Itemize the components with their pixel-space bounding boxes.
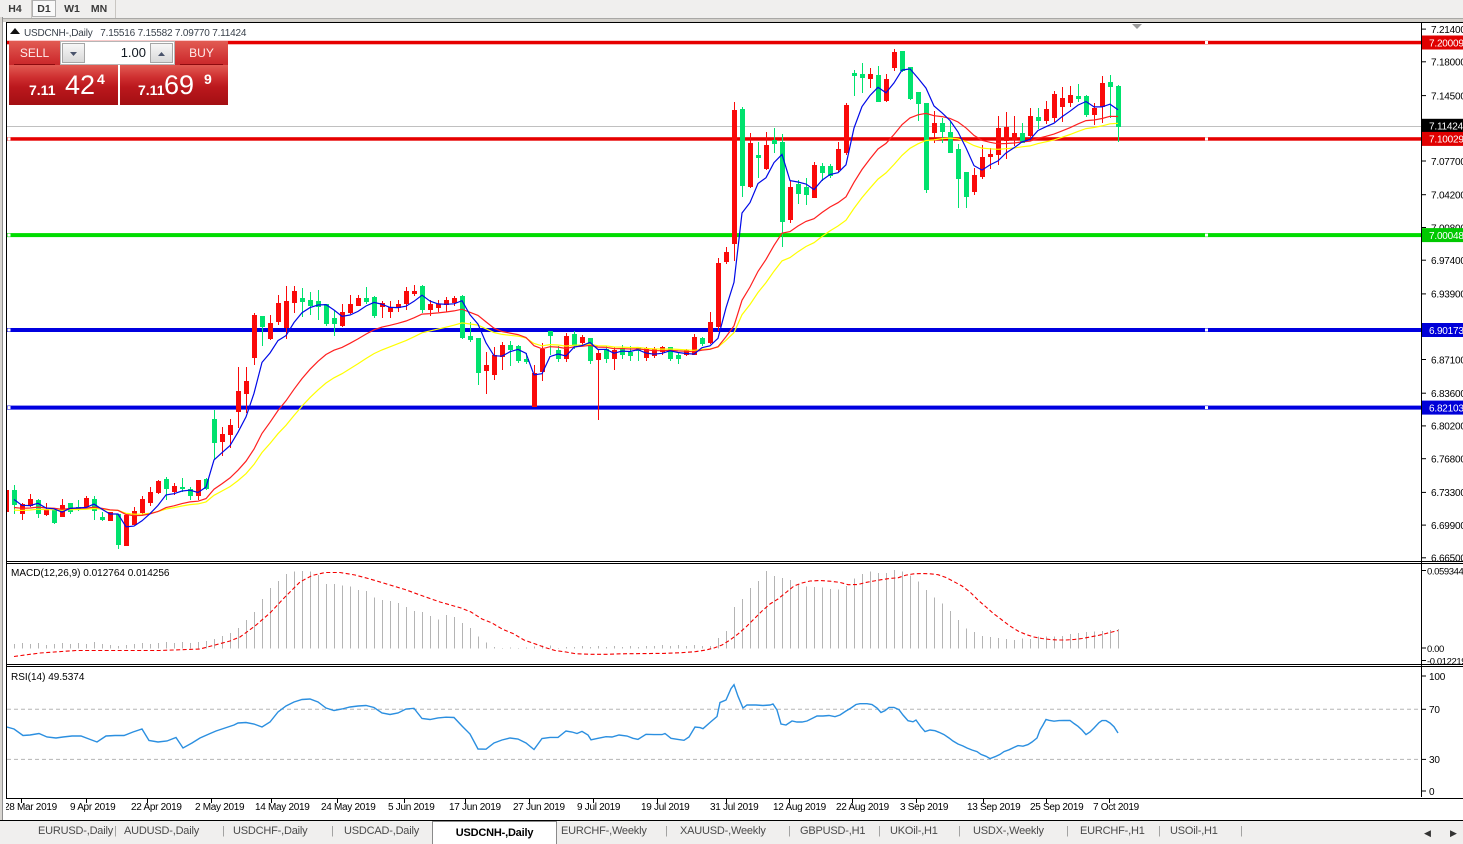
svg-text:70: 70 [1429, 705, 1440, 716]
svg-text:25 Sep 2019: 25 Sep 2019 [1030, 802, 1084, 813]
svg-text:0.00: 0.00 [1427, 644, 1444, 655]
svg-text:17 Jun 2019: 17 Jun 2019 [449, 802, 501, 813]
svg-text:7.07700: 7.07700 [1431, 157, 1463, 168]
svg-text:31 Jul 2019: 31 Jul 2019 [710, 802, 759, 813]
svg-text:7 Oct 2019: 7 Oct 2019 [1093, 802, 1140, 813]
svg-text:6.83600: 6.83600 [1431, 389, 1463, 400]
svg-text:9 Jul 2019: 9 Jul 2019 [577, 802, 621, 813]
svg-text:5 Jun 2019: 5 Jun 2019 [388, 802, 435, 813]
svg-text:24 May 2019: 24 May 2019 [321, 802, 376, 813]
svg-text:6.97400: 6.97400 [1431, 256, 1463, 267]
svg-text:7.10029: 7.10029 [1429, 135, 1463, 146]
svg-text:7.00048: 7.00048 [1429, 231, 1463, 242]
svg-text:22 Aug 2019: 22 Aug 2019 [836, 802, 890, 813]
svg-text:6.80200: 6.80200 [1431, 422, 1463, 433]
svg-text:27 Jun 2019: 27 Jun 2019 [513, 802, 565, 813]
svg-text:3 Sep 2019: 3 Sep 2019 [900, 802, 949, 813]
svg-text:6.73300: 6.73300 [1431, 488, 1463, 499]
svg-text:6.66500: 6.66500 [1431, 554, 1463, 565]
svg-text:12 Aug 2019: 12 Aug 2019 [773, 802, 827, 813]
svg-text:6.93900: 6.93900 [1431, 290, 1463, 301]
svg-text:7.11424: 7.11424 [1429, 122, 1463, 133]
svg-text:6.82103: 6.82103 [1429, 403, 1463, 414]
svg-text:28 Mar 2019: 28 Mar 2019 [4, 802, 58, 813]
svg-text:6.90173: 6.90173 [1429, 326, 1463, 337]
svg-text:0: 0 [1429, 787, 1435, 798]
svg-text:2 May 2019: 2 May 2019 [195, 802, 245, 813]
svg-text:19 Jul 2019: 19 Jul 2019 [641, 802, 690, 813]
svg-text:6.76800: 6.76800 [1431, 455, 1463, 466]
svg-text:-0.012219: -0.012219 [1427, 656, 1463, 667]
svg-text:7.14500: 7.14500 [1431, 91, 1463, 102]
svg-text:6.69900: 6.69900 [1431, 521, 1463, 532]
svg-text:6.87100: 6.87100 [1431, 355, 1463, 366]
svg-text:100: 100 [1429, 672, 1446, 683]
svg-text:7.18000: 7.18000 [1431, 58, 1463, 69]
svg-text:14 May 2019: 14 May 2019 [255, 802, 310, 813]
svg-text:7.21400: 7.21400 [1431, 25, 1463, 36]
svg-text:0.059344: 0.059344 [1427, 566, 1463, 577]
svg-text:22 Apr 2019: 22 Apr 2019 [131, 802, 182, 813]
svg-text:9 Apr 2019: 9 Apr 2019 [70, 802, 116, 813]
svg-text:7.20009: 7.20009 [1429, 38, 1463, 49]
svg-text:13 Sep 2019: 13 Sep 2019 [967, 802, 1021, 813]
svg-text:30: 30 [1429, 755, 1440, 766]
svg-text:7.04200: 7.04200 [1431, 191, 1463, 202]
